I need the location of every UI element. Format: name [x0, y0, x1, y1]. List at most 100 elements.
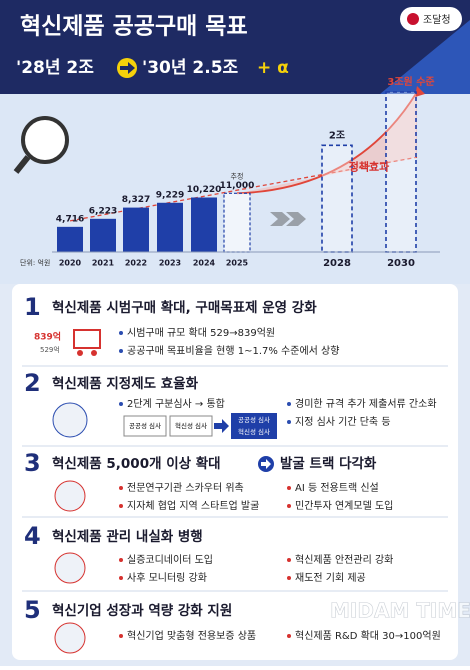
value-label: 11,000: [220, 181, 255, 191]
unit-label: 단위: 억원: [20, 258, 50, 267]
bullet-text: 시범구매 규모 확대 529→839억원: [127, 327, 275, 339]
x-tick-label: 2022: [125, 259, 147, 268]
bullet: [119, 349, 123, 353]
x-tick-label: 2030: [387, 258, 415, 269]
bar-target: [321, 144, 353, 253]
growth-curve: [236, 91, 418, 195]
bullet-text: 2단계 구분심사 → 통합: [127, 398, 225, 410]
bar: [191, 197, 217, 252]
diagram-text: 혁신성 심사: [238, 427, 270, 436]
bullet: [119, 504, 123, 508]
title: 혁신제품 공공구매 목표: [20, 14, 248, 40]
bullet-text: 사후 모니터링 강화: [127, 572, 207, 584]
section-number: 2: [24, 369, 41, 397]
arrow-shape: [120, 62, 135, 74]
section-number: 3: [24, 449, 41, 477]
bullet-text: 전문연구기관 스카우터 위촉: [127, 481, 244, 494]
section-icon: [54, 622, 86, 654]
bullet-text: AI 등 전용트랙 신설: [295, 482, 379, 494]
logo-text: 조달청: [423, 14, 451, 26]
x-tick-label: 2024: [193, 259, 216, 268]
bar-estimate: [223, 192, 251, 253]
mascot-lens: [21, 116, 69, 164]
cart-wheel: [77, 350, 83, 356]
value-label: 4,716: [56, 214, 84, 224]
section-number: 4: [24, 522, 41, 550]
section-number: 1: [24, 293, 41, 321]
cart-wheel: [91, 350, 97, 356]
bullet-text: 경미한 규격 추가 제출서류 간소화: [295, 397, 437, 410]
diagram-box: [123, 415, 167, 437]
mascot-handle: [13, 155, 31, 174]
bullet-text: 지자체 협업 지역 스타트업 발굴: [127, 499, 259, 512]
diagram-box: [169, 415, 213, 437]
dividers: [22, 365, 448, 592]
bullet: [287, 486, 291, 490]
section-icon: [54, 480, 86, 512]
diagram-arrow: [214, 419, 229, 433]
header-stripe: [380, 20, 470, 94]
bullet: [287, 576, 291, 580]
x-tick-label: 2023: [159, 259, 181, 268]
bullet: [287, 558, 291, 562]
bullet: [287, 420, 291, 424]
bullet-text: 재도전 기회 제공: [295, 572, 366, 584]
section-icon: [52, 402, 88, 438]
subtitle-right: '30년 2.5조: [142, 58, 239, 78]
header-band: [0, 0, 470, 94]
value-label: 9,229: [156, 190, 184, 200]
bullet: [119, 558, 123, 562]
logo-mark: [407, 13, 419, 25]
bullet: [287, 634, 291, 638]
icon-label: 529억: [40, 346, 60, 354]
section-title-right: 발굴 트랙 다각화: [280, 455, 377, 472]
section-icon: [54, 552, 86, 584]
value-label: 3조원 수준: [387, 75, 434, 88]
x-tick-label: 2021: [92, 259, 115, 268]
bullet: [119, 402, 123, 406]
policy-effect-area: [237, 92, 417, 194]
x-tick-label: 2020: [59, 259, 82, 268]
value-label: 6,223: [89, 206, 117, 216]
value-label: 8,327: [122, 195, 150, 205]
bullet-text: 공공구매 목표비율을 현행 1~1.7% 수준에서 상향: [127, 345, 339, 357]
bullet-text: 실증코디네이터 도입: [127, 553, 213, 566]
policy-effect-label: 정책효과: [349, 159, 389, 173]
bar-target: [385, 91, 417, 253]
subtitle-extra: + α: [257, 58, 289, 78]
cart-icon: [73, 329, 101, 349]
subtitle-left: '28년 2조: [16, 58, 94, 78]
x-tick-label: 2025: [226, 259, 249, 268]
bullet-text: 민간투자 연계모델 도입: [295, 499, 393, 512]
gap-arrow: [286, 212, 306, 226]
section-title: 혁신제품 5,000개 이상 확대: [52, 455, 221, 472]
bullet-text: 혁신기업 맞춤형 전용보증 상품: [127, 629, 256, 642]
section-title: 혁신제품 시범구매 확대, 구매목표제 운영 강화: [52, 299, 317, 316]
value-label: 2조: [329, 129, 345, 141]
bar: [157, 202, 183, 252]
section-title: 혁신기업 성장과 역량 강화 지원: [52, 602, 232, 619]
bullet: [119, 576, 123, 580]
value-label: 10,220: [187, 185, 222, 195]
logo-badge: [400, 7, 462, 31]
gap-arrow: [270, 212, 290, 226]
bullet: [119, 486, 123, 490]
bar: [123, 207, 149, 252]
diagram-text: 공공성 심사: [238, 415, 270, 424]
diagram-text: 혁신성 심사: [175, 421, 207, 430]
bullet: [119, 634, 123, 638]
bar: [57, 226, 83, 252]
watermark: MIDAM TIMES: [330, 599, 470, 623]
diagram-box-merged: [231, 413, 277, 439]
section-title: 혁신제품 지정제도 효율화: [52, 375, 199, 392]
section-number: 5: [24, 596, 41, 624]
bullet-text: 혁신제품 안전관리 강화: [295, 554, 393, 566]
chart: 4,716 2020 6,223 2021 8,327 2022 9,229 2023 10,2…: [20, 75, 440, 269]
diagram-text: 공공성 심사: [129, 421, 161, 430]
curve-arrow: [415, 86, 425, 97]
icon-label: 839억: [34, 331, 61, 343]
bullet-text: 지정 심사 기간 단축 등: [295, 416, 391, 428]
bullet: [287, 402, 291, 406]
card: [12, 284, 458, 660]
bullet-text: 혁신제품 R&D 확대 30→100억원: [295, 630, 441, 642]
